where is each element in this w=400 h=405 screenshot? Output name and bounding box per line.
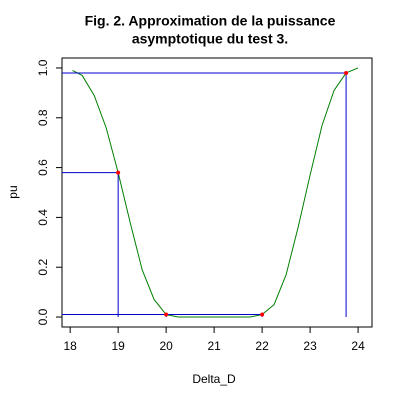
x-tick-label: 23 (303, 339, 317, 353)
y-tick-label: 0.2 (36, 259, 50, 276)
plot-box (61, 57, 373, 328)
x-tick-label: 21 (207, 339, 221, 353)
y-tick-label: 0.4 (36, 209, 50, 226)
chart-title: Fig. 2. Approximation de la puissance (85, 13, 336, 29)
x-axis-label: Delta_D (192, 372, 236, 386)
x-tick-label: 20 (159, 339, 173, 353)
x-tick-label: 22 (255, 339, 269, 353)
x-tick-label: 24 (351, 339, 365, 353)
point (260, 312, 265, 317)
y-axis-label: pu (6, 185, 20, 198)
chart-title: asymptotique du test 3. (132, 31, 288, 47)
x-tick-label: 19 (111, 339, 125, 353)
x-tick-label: 18 (63, 339, 77, 353)
y-tick-label: 0.6 (36, 159, 50, 176)
y-tick-label: 1.0 (36, 59, 50, 76)
y-tick-label: 0.0 (36, 308, 50, 325)
point (164, 312, 169, 317)
y-tick-label: 0.8 (36, 109, 50, 126)
point (344, 70, 349, 75)
point (116, 170, 121, 175)
line (72, 67, 359, 318)
